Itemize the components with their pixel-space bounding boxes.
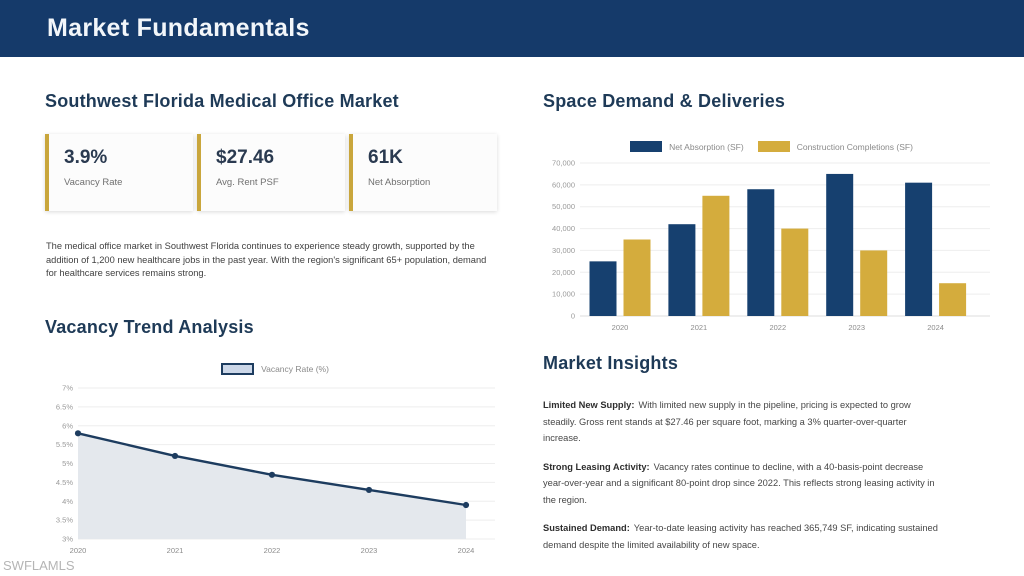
construction-completions-swatch-icon	[757, 141, 790, 152]
svg-text:60,000: 60,000	[552, 180, 575, 189]
header-bar: Market Fundamentals	[0, 0, 1024, 57]
svg-text:40,000: 40,000	[552, 224, 575, 233]
market-insights-list: Limited New Supply: With limited new supp…	[543, 397, 943, 565]
insight-text: Year-to-date leasing activity has reache…	[543, 523, 938, 550]
insight-label: Strong Leasing Activity:	[543, 461, 650, 472]
market-insights-section-title: Market Insights	[543, 353, 679, 373]
watermark: SWFLAMLS	[3, 558, 75, 573]
svg-text:2021: 2021	[167, 546, 184, 555]
legend-item-vacancy-rate: Vacancy Rate (%)	[221, 363, 329, 375]
svg-text:6%: 6%	[62, 421, 73, 430]
svg-text:2021: 2021	[691, 323, 708, 332]
svg-text:3%: 3%	[62, 535, 73, 544]
stat-card-vacancy-rate: 3.9% Vacancy Rate	[45, 134, 193, 211]
insight-text: Vacancy rates continue to decline, with …	[543, 461, 935, 505]
vacancy-rate-swatch-icon	[221, 363, 255, 375]
page-title: Market Fundamentals	[47, 14, 310, 42]
svg-text:70,000: 70,000	[552, 159, 575, 168]
svg-text:30,000: 30,000	[552, 246, 575, 255]
svg-text:2024: 2024	[458, 546, 475, 555]
svg-text:6.5%: 6.5%	[56, 402, 73, 411]
stat-label: Vacancy Rate	[64, 177, 123, 188]
space-demand-bar-chart: 70,000 60,000 50,000 40,000 30,000 20,000 10,0…	[552, 159, 990, 332]
svg-text:4%: 4%	[62, 497, 73, 506]
svg-text:2023: 2023	[361, 546, 378, 555]
legend-item-net-absorption: Net Absorption (SF)	[630, 141, 744, 152]
stat-card-net-absorption: 61K Net Absorption	[349, 134, 497, 211]
svg-text:20,000: 20,000	[552, 268, 575, 277]
insight-label: Sustained Demand:	[543, 523, 630, 533]
svg-text:7%: 7%	[62, 384, 73, 393]
insight-limited-new-supply: Limited New Supply: With limited new supp…	[543, 397, 943, 447]
legend-label: Vacancy Rate (%)	[261, 364, 329, 374]
svg-text:2020: 2020	[70, 546, 87, 555]
stat-value: $27.46	[216, 147, 275, 168]
net-absorption-swatch-icon	[630, 141, 663, 152]
insight-sustained-demand: Sustained Demand: Year-to-date leasing ac…	[543, 520, 943, 553]
svg-text:5%: 5%	[62, 459, 73, 468]
insight-strong-leasing-activity: Strong Leasing Activity: Vacancy rates co…	[543, 459, 943, 509]
stat-value: 3.9%	[64, 147, 108, 168]
vacancy-trend-line-chart: 7% 6.5% 6% 5.5% 5% 4.5% 4% 3.5% 3% 2020 2021 2022 20…	[56, 384, 495, 555]
svg-text:5.5%: 5.5%	[56, 440, 73, 449]
bar-chart-legend: Net Absorption (SF) Construction Complet…	[543, 141, 1000, 152]
svg-text:2022: 2022	[264, 546, 281, 555]
left-market-section-title: Southwest Florida Medical Office Market	[45, 91, 399, 111]
svg-text:0: 0	[571, 312, 575, 321]
svg-text:4.5%: 4.5%	[56, 478, 73, 487]
svg-text:10,000: 10,000	[552, 290, 575, 299]
insight-label: Limited New Supply:	[543, 400, 635, 410]
insight-text: With limited new supply in the pipeline,…	[543, 400, 911, 443]
svg-text:50,000: 50,000	[552, 202, 575, 211]
svg-text:2022: 2022	[769, 323, 786, 332]
intro-paragraph: The medical office market in Southwest F…	[46, 241, 487, 278]
legend-item-construction-completions: Construction Completions (SF)	[757, 141, 913, 152]
space-demand-section-title: Space Demand & Deliveries	[543, 91, 786, 111]
stat-label: Net Absorption	[368, 177, 431, 188]
stat-cards-row: 3.9% Vacancy Rate $27.46 Avg. Rent PSF 6…	[45, 134, 497, 211]
vacancy-trend-section-title: Vacancy Trend Analysis	[45, 317, 254, 337]
svg-text:2020: 2020	[612, 323, 629, 332]
stat-label: Avg. Rent PSF	[216, 177, 279, 188]
legend-label: Net Absorption (SF)	[669, 141, 744, 152]
legend-label: Construction Completions (SF)	[796, 141, 913, 152]
svg-text:2024: 2024	[927, 323, 944, 332]
stat-card-avg-rent: $27.46 Avg. Rent PSF	[197, 134, 345, 211]
svg-text:3.5%: 3.5%	[56, 516, 73, 525]
stat-value: 61K	[368, 147, 403, 168]
vacancy-chart-legend: Vacancy Rate (%)	[45, 363, 505, 375]
svg-text:2023: 2023	[848, 323, 865, 332]
